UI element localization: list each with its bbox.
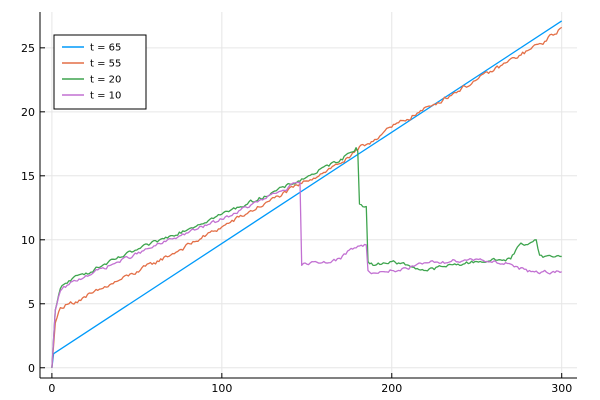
y-tick-label: 5 <box>28 298 35 311</box>
legend: t = 65 t = 55 t = 20 t = 10 <box>53 34 147 110</box>
tick-labels: 0 100 200 300 0 5 10 15 20 25 <box>21 42 572 395</box>
legend-label: t = 65 <box>90 43 121 54</box>
series-lines <box>51 20 563 368</box>
legend-label: t = 10 <box>90 91 121 102</box>
y-tick-label: 10 <box>21 234 35 247</box>
legend-label: t = 55 <box>90 59 121 70</box>
y-tick-label: 20 <box>21 106 35 119</box>
x-tick-label: 200 <box>381 382 402 395</box>
x-tick-label: 0 <box>48 382 55 395</box>
x-tick-label: 300 <box>551 382 572 395</box>
axes <box>39 12 577 379</box>
series-line-t-20 <box>51 147 562 368</box>
series-line-t-55 <box>51 26 563 368</box>
y-tick-label: 15 <box>21 170 35 183</box>
y-tick-label: 0 <box>28 362 35 375</box>
legend-label: t = 20 <box>90 75 121 86</box>
x-tick-label: 100 <box>211 382 232 395</box>
series-line-t-10 <box>51 181 562 368</box>
y-tick-label: 25 <box>21 42 35 55</box>
